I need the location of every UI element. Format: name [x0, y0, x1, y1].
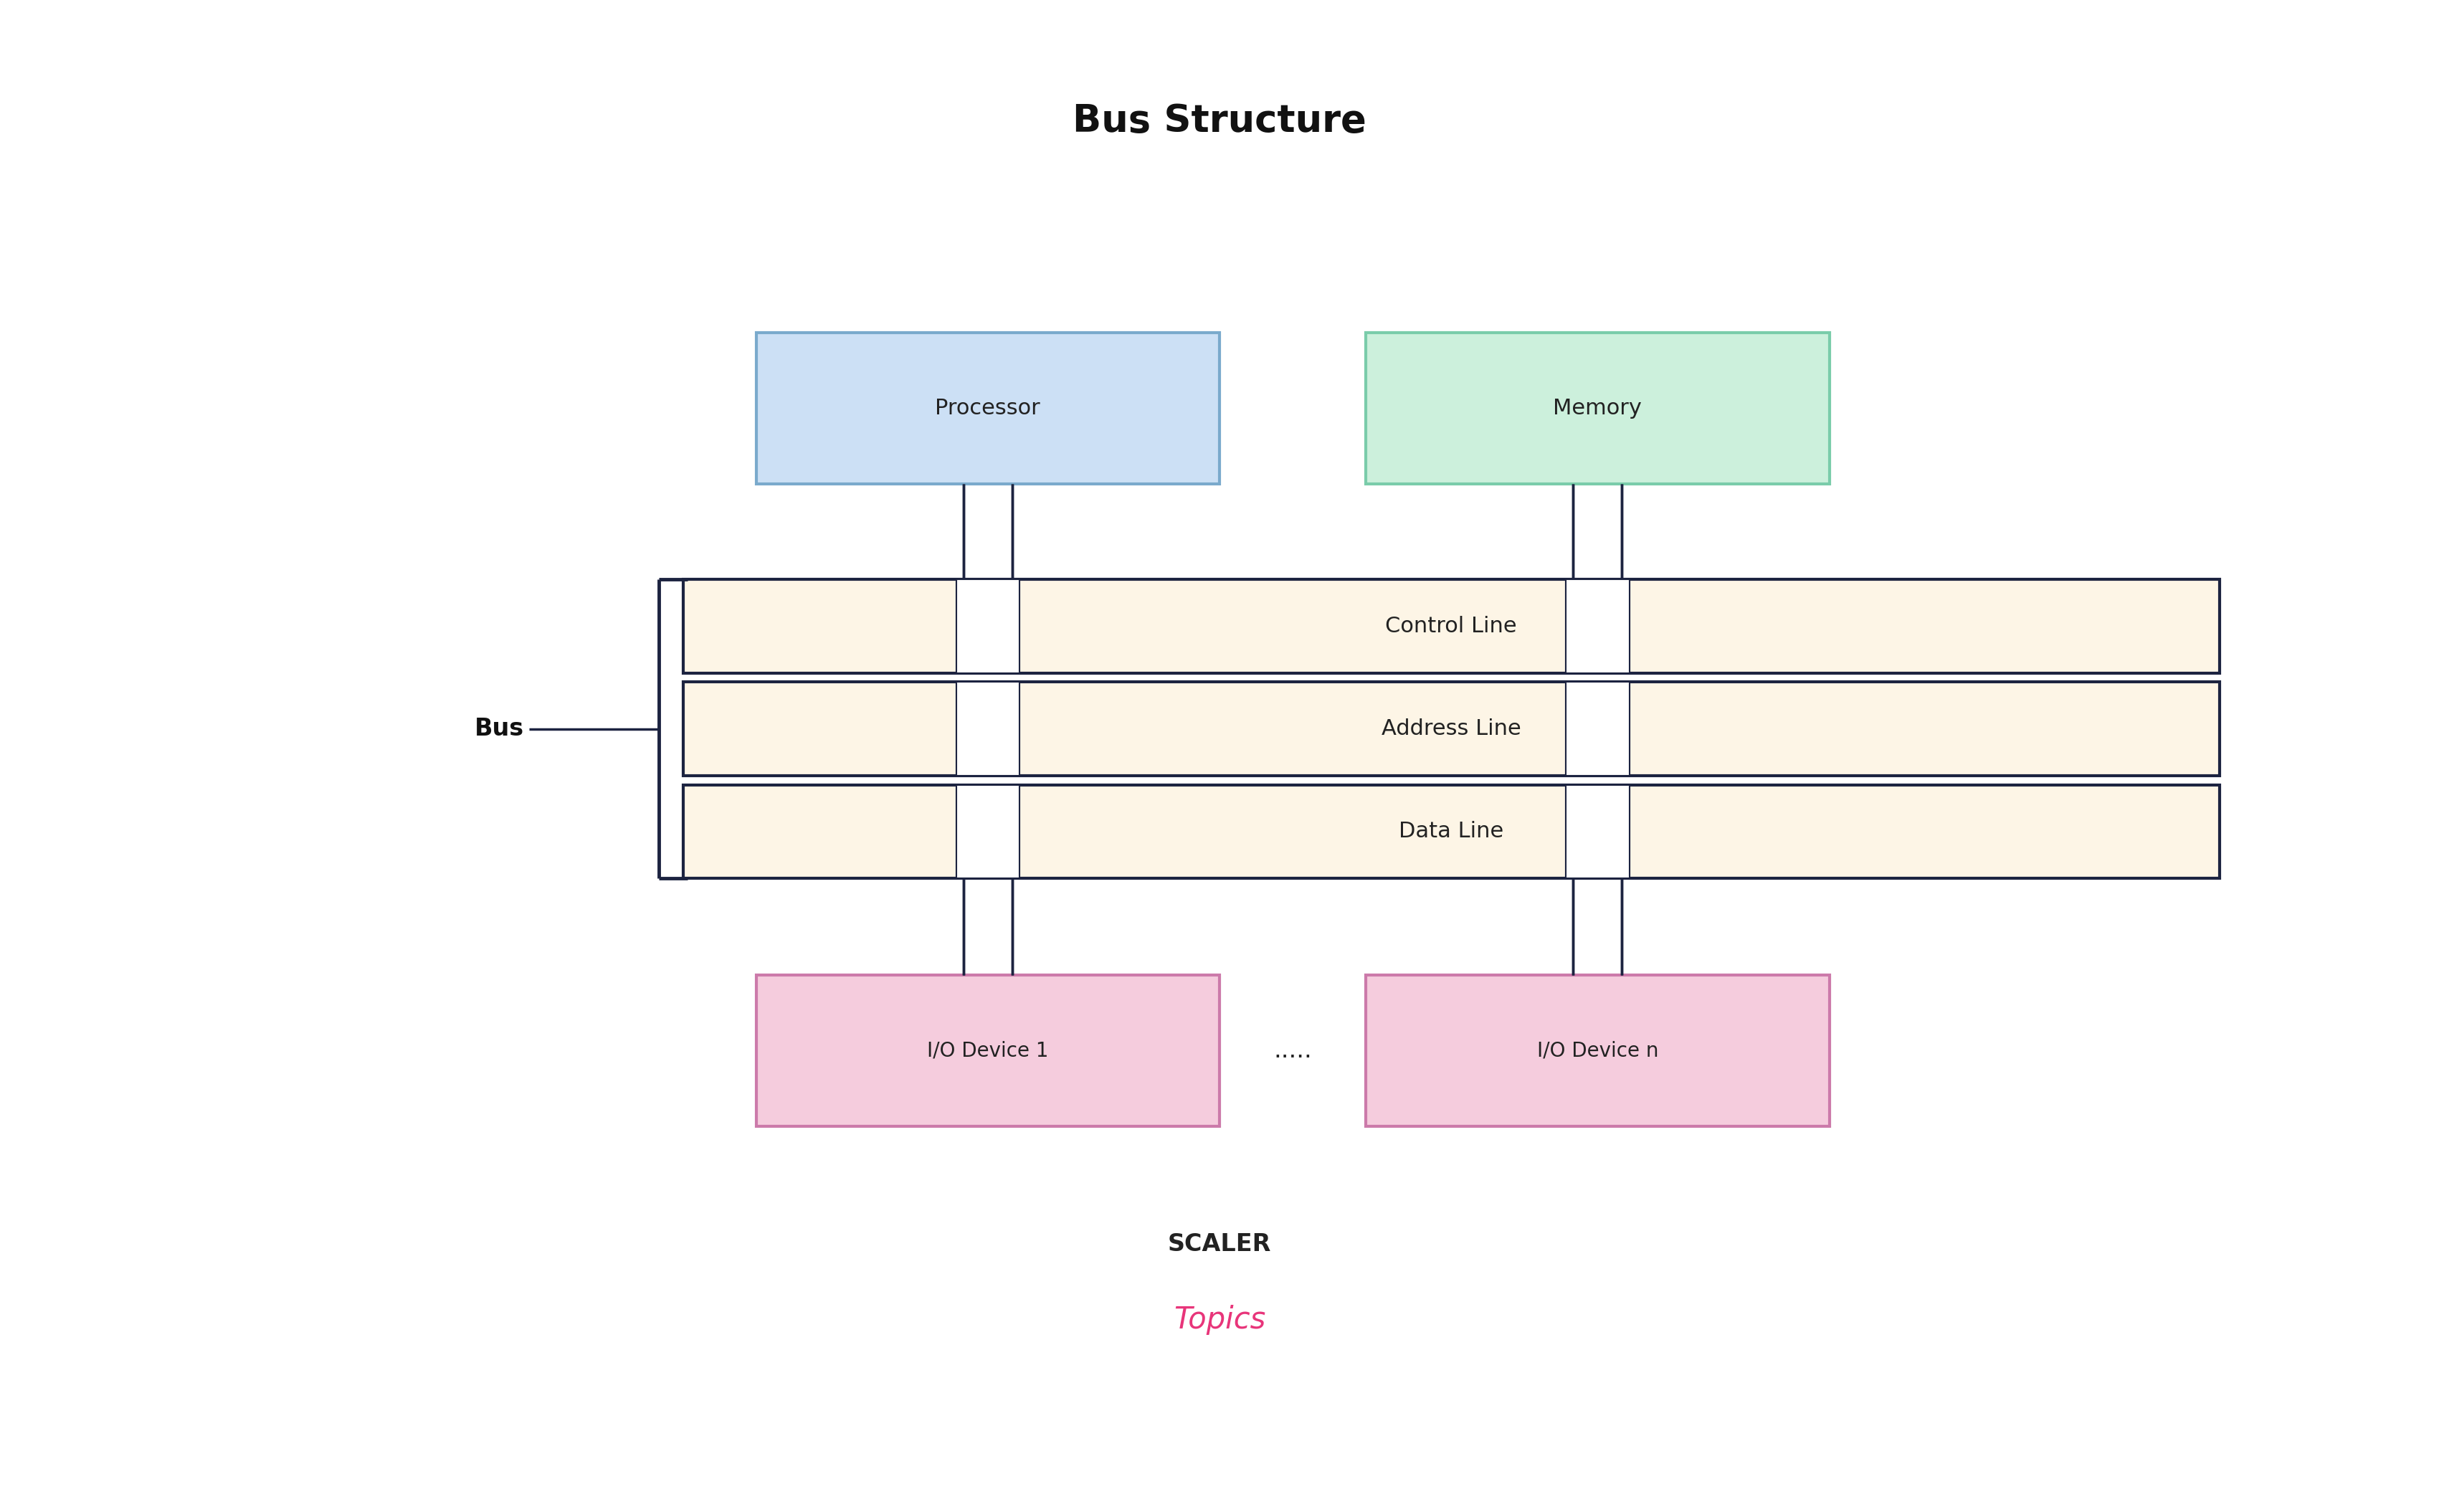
Bar: [1566, 785, 1629, 878]
Bar: [956, 579, 1020, 673]
Text: Topics: Topics: [1173, 1305, 1266, 1335]
Bar: [1566, 579, 1629, 673]
Text: I/O Device n: I/O Device n: [1537, 1040, 1659, 1061]
Text: Address Line: Address Line: [1380, 718, 1522, 739]
Bar: [683, 579, 2219, 673]
Bar: [683, 682, 2219, 776]
Text: .....: .....: [1273, 1039, 1312, 1063]
Text: Processor: Processor: [934, 398, 1041, 419]
Bar: [956, 579, 1020, 673]
Text: Memory: Memory: [1554, 398, 1641, 419]
Bar: [1566, 682, 1629, 776]
Bar: [956, 682, 1020, 776]
Text: Control Line: Control Line: [1385, 615, 1517, 637]
Bar: [956, 785, 1020, 878]
Bar: [1366, 333, 1829, 484]
Bar: [1566, 579, 1629, 673]
Text: SCALER: SCALER: [1168, 1232, 1271, 1256]
Text: Bus Structure: Bus Structure: [1073, 103, 1366, 139]
Bar: [756, 975, 1220, 1126]
Bar: [1566, 785, 1629, 878]
Bar: [756, 333, 1220, 484]
Bar: [956, 785, 1020, 878]
Text: Bus: Bus: [476, 717, 524, 741]
Bar: [956, 682, 1020, 776]
Text: Data Line: Data Line: [1400, 821, 1502, 842]
Bar: [1566, 682, 1629, 776]
Bar: [1366, 975, 1829, 1126]
Text: I/O Device 1: I/O Device 1: [927, 1040, 1049, 1061]
Bar: [683, 785, 2219, 878]
